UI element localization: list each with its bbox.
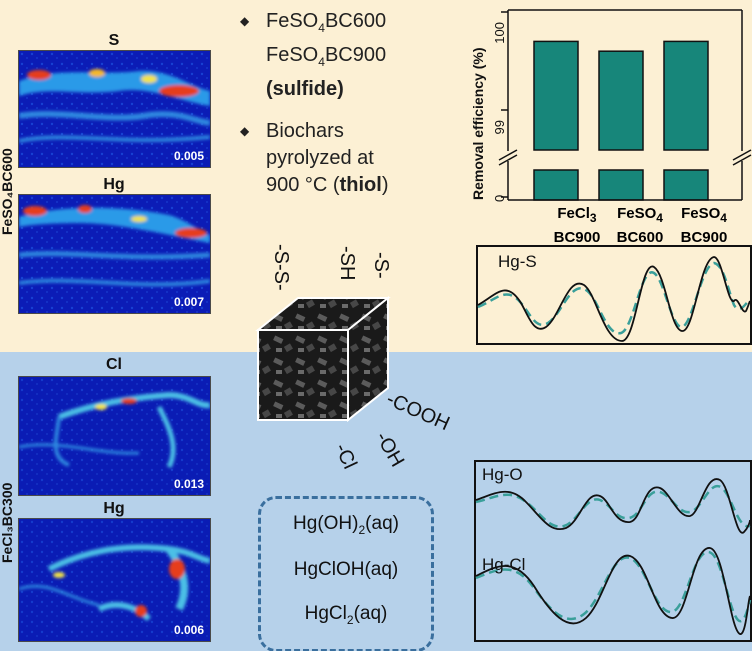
removal-chart: Removal efficiency (%) 100 99 0: [470, 9, 752, 202]
species-1: Hg(OH)2(aq): [293, 513, 399, 537]
panel-cl-value: 0.013: [173, 477, 204, 491]
group-sulfide: -S-: [370, 252, 392, 279]
exafs-hg-o-cl-plot: Hg-O Hg-Cl: [474, 460, 752, 642]
bullet2-line2: pyrolyzed at: [266, 147, 374, 169]
bullet2-line1: Biochars: [266, 120, 344, 142]
panel-hg2-value: 0.006: [173, 623, 204, 637]
axis-break-marks: [498, 149, 752, 166]
bar-base-3: [663, 169, 709, 201]
bottom-sample-label: FeCl₃BC300: [0, 482, 15, 563]
panel-s-label: S: [108, 32, 120, 49]
panel-hg2-label: Hg: [103, 500, 125, 517]
map-panel-cl: 0.013: [18, 376, 211, 496]
bullet-diamond-icon: ◆: [240, 124, 250, 138]
bullet-diamond-icon: ◆: [240, 14, 250, 28]
hg-o-label: Hg-O: [482, 465, 523, 484]
bullet1-line3: (sulfide): [266, 78, 344, 100]
bar-1: [533, 40, 579, 151]
x-tick-3: FeSO4 BC900: [680, 205, 728, 246]
species-2: HgClOH(aq): [293, 559, 399, 580]
map-panel-hg-top: 0.007: [18, 194, 211, 314]
bullet-sulfide: ◆ FeSO4BC600 FeSO4BC900 (sulfide): [240, 8, 387, 103]
map-panel-s: 0.005: [18, 50, 211, 168]
bar-2: [598, 50, 644, 151]
bullet2-line3: 900 °C (thiol): [266, 174, 389, 196]
map-panel-hg-bottom: 0.006: [18, 518, 211, 642]
group-disulfide: -S-S-: [270, 244, 292, 291]
bar-base-1: [533, 169, 579, 201]
panel-hg1-label: Hg: [103, 176, 125, 193]
panel-cl-label: Cl: [106, 356, 122, 373]
y-tick-100: 100: [492, 22, 507, 44]
panel-hg1-value: 0.007: [173, 295, 204, 309]
x-tick-1: FeCl3 BC900: [553, 205, 601, 246]
group-thiol: -SH: [336, 246, 358, 281]
bar-base-2: [598, 169, 644, 201]
panel-s-value: 0.005: [173, 149, 204, 163]
y-tick-0: 0: [492, 195, 507, 202]
bar-3: [663, 40, 709, 151]
hg-s-label: Hg-S: [498, 252, 537, 271]
hg-cl-label: Hg-Cl: [482, 555, 525, 574]
aqueous-species-box: Hg(OH)2(aq) HgClOH(aq) HgCl2(aq): [258, 496, 434, 651]
bullet1-line2: FeSO4BC900: [266, 44, 387, 69]
bullet-thiol: ◆ Biochars pyrolyzed at 900 °C (thiol): [240, 118, 389, 199]
x-tick-2: FeSO4 BC600: [616, 205, 664, 246]
biochar-cube: [255, 295, 391, 423]
bullet1-line1: FeSO4BC600: [266, 10, 387, 35]
y-tick-99: 99: [492, 120, 507, 134]
top-sample-label: FeSO₄BC600: [0, 148, 15, 235]
exafs-hg-s-plot: Hg-S: [476, 245, 752, 345]
y-axis-label: Removal efficiency (%): [470, 48, 486, 201]
species-3: HgCl2(aq): [304, 603, 388, 627]
